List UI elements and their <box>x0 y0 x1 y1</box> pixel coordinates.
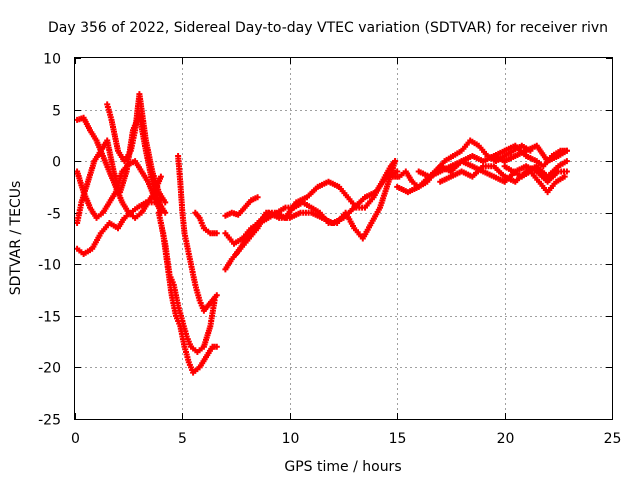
data-series <box>437 158 570 185</box>
data-series <box>490 142 570 170</box>
series-markers <box>501 163 568 196</box>
y-tick-label: 5 <box>52 104 61 120</box>
data-series <box>74 91 570 376</box>
data-series <box>74 158 164 221</box>
series-markers <box>104 91 169 206</box>
x-tick-label: 0 <box>71 431 80 447</box>
y-tick-label: -20 <box>38 361 61 377</box>
y-tick-label: -5 <box>47 207 61 223</box>
x-tick-label: 25 <box>604 431 622 447</box>
series-markers <box>157 220 218 355</box>
grid <box>75 58 612 419</box>
data-series <box>104 91 169 206</box>
series-line <box>224 160 396 270</box>
y-tick-label: 10 <box>43 52 61 68</box>
data-series <box>157 220 218 355</box>
y-tick-label: 0 <box>52 155 61 171</box>
x-tick-label: 20 <box>497 431 515 447</box>
series-markers <box>490 142 570 170</box>
y-tick-label: -10 <box>38 258 61 274</box>
series-markers <box>192 209 220 237</box>
data-series <box>222 194 261 219</box>
y-tick-label: -25 <box>38 413 61 429</box>
series-markers <box>222 194 261 219</box>
x-tick-label: 15 <box>389 431 407 447</box>
series-line <box>235 170 398 255</box>
series-markers <box>222 158 399 273</box>
y-axis-label: SDTVAR / TECUs <box>8 181 24 296</box>
data-series <box>192 209 220 237</box>
data-series <box>233 168 401 257</box>
series-markers <box>233 168 401 257</box>
data-series <box>175 153 220 314</box>
x-tick-label: 10 <box>282 431 300 447</box>
series-markers <box>175 153 220 314</box>
x-tick-label: 5 <box>178 431 187 447</box>
plot-frame <box>74 57 613 420</box>
axis-ticks: 0 5 10 15 20 25 -25 -20 -15 -10 -5 0 5 10 <box>38 52 621 448</box>
chart-title: Day 356 of 2022, Sidereal Day-to-day VTE… <box>48 20 608 36</box>
series-markers <box>74 158 164 221</box>
x-axis-label: GPS time / hours <box>284 459 401 475</box>
data-series <box>222 158 399 273</box>
y-tick-label: -15 <box>38 310 61 326</box>
data-series <box>501 163 568 196</box>
